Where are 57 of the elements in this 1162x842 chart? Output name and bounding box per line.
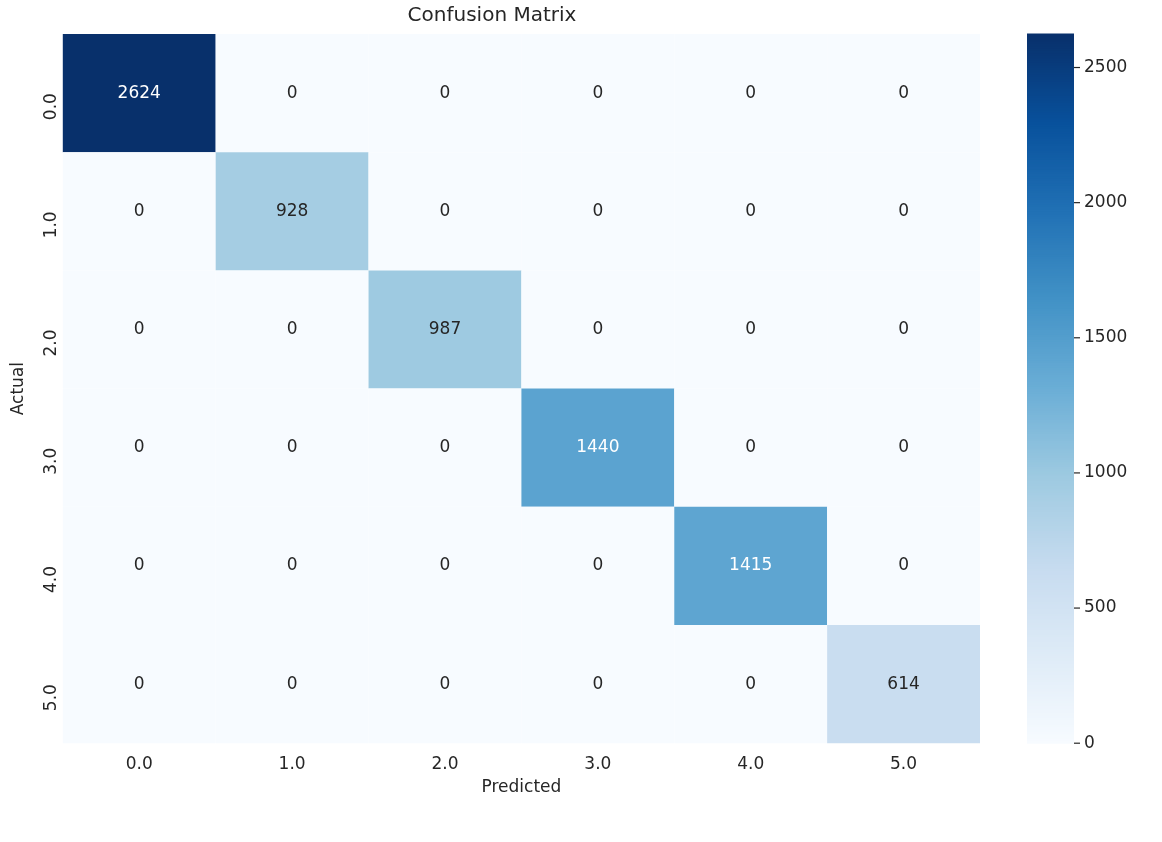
data-label: 0 — [439, 554, 451, 575]
color-bar-label: 500 — [1084, 596, 1117, 617]
data-label: 0 — [898, 81, 909, 102]
data-label: 2624 — [117, 81, 161, 102]
data-label: 0 — [286, 317, 298, 338]
x-tick-label: 2.0 — [431, 752, 459, 773]
data-label: 0 — [133, 672, 145, 693]
data-label: 0 — [439, 672, 451, 693]
data-label: 0 — [439, 436, 451, 457]
x-tick-label: 3.0 — [584, 752, 612, 773]
data-label: 0 — [745, 672, 757, 693]
y-tick-label: 0.0 — [40, 93, 61, 121]
data-label: 0 — [133, 199, 145, 220]
y-tick-label: 4.0 — [40, 565, 61, 593]
data-label: 1440 — [576, 436, 620, 457]
data-label: 0 — [745, 436, 757, 457]
data-label: 0 — [592, 81, 604, 102]
x-tick-label: 5.0 — [890, 752, 918, 773]
data-label: 0 — [439, 199, 451, 220]
data-label: 0 — [898, 436, 909, 457]
data-label: 0 — [592, 554, 604, 575]
data-label: 1415 — [729, 554, 773, 575]
data-label: 0 — [286, 554, 298, 575]
data-label: 0 — [745, 81, 757, 102]
data-label: 0 — [133, 554, 145, 575]
color-bar-label: 1500 — [1084, 326, 1128, 347]
color-bar-label: 2000 — [1084, 191, 1128, 212]
data-label: 0 — [745, 199, 757, 220]
data-label: 0 — [286, 81, 298, 102]
data-label: 0 — [286, 672, 298, 693]
y-tick-label: 1.0 — [40, 211, 61, 239]
chart-title: Confusion Matrix — [407, 2, 577, 27]
y-tick-label: 2.0 — [40, 329, 61, 357]
y-axis-title: Actual — [6, 361, 27, 416]
x-axis-title: Predicted — [481, 776, 562, 797]
x-tick-label: 4.0 — [737, 752, 765, 773]
data-label: 0 — [745, 317, 757, 338]
color-bar-label: 2500 — [1084, 55, 1128, 76]
color-bar-label: 0 — [1084, 731, 1095, 752]
data-label: 987 — [428, 317, 462, 338]
x-tick-label: 1.0 — [278, 752, 306, 773]
data-label: 0 — [439, 81, 451, 102]
data-label: 614 — [887, 672, 920, 693]
x-tick-label: 0.0 — [125, 752, 153, 773]
y-tick-label: 5.0 — [40, 684, 61, 712]
data-label: 0 — [286, 436, 298, 457]
data-label: 0 — [592, 199, 604, 220]
y-tick-label: 3.0 — [40, 447, 61, 475]
data-label: 928 — [275, 199, 309, 220]
data-label: 0 — [898, 554, 909, 575]
data-label: 0 — [898, 317, 909, 338]
data-label: 0 — [592, 672, 604, 693]
data-label: 0 — [133, 317, 145, 338]
data-label: 0 — [133, 436, 145, 457]
data-label: 0 — [592, 317, 604, 338]
color-bar-label: 1000 — [1084, 461, 1128, 482]
data-label: 0 — [898, 199, 909, 220]
